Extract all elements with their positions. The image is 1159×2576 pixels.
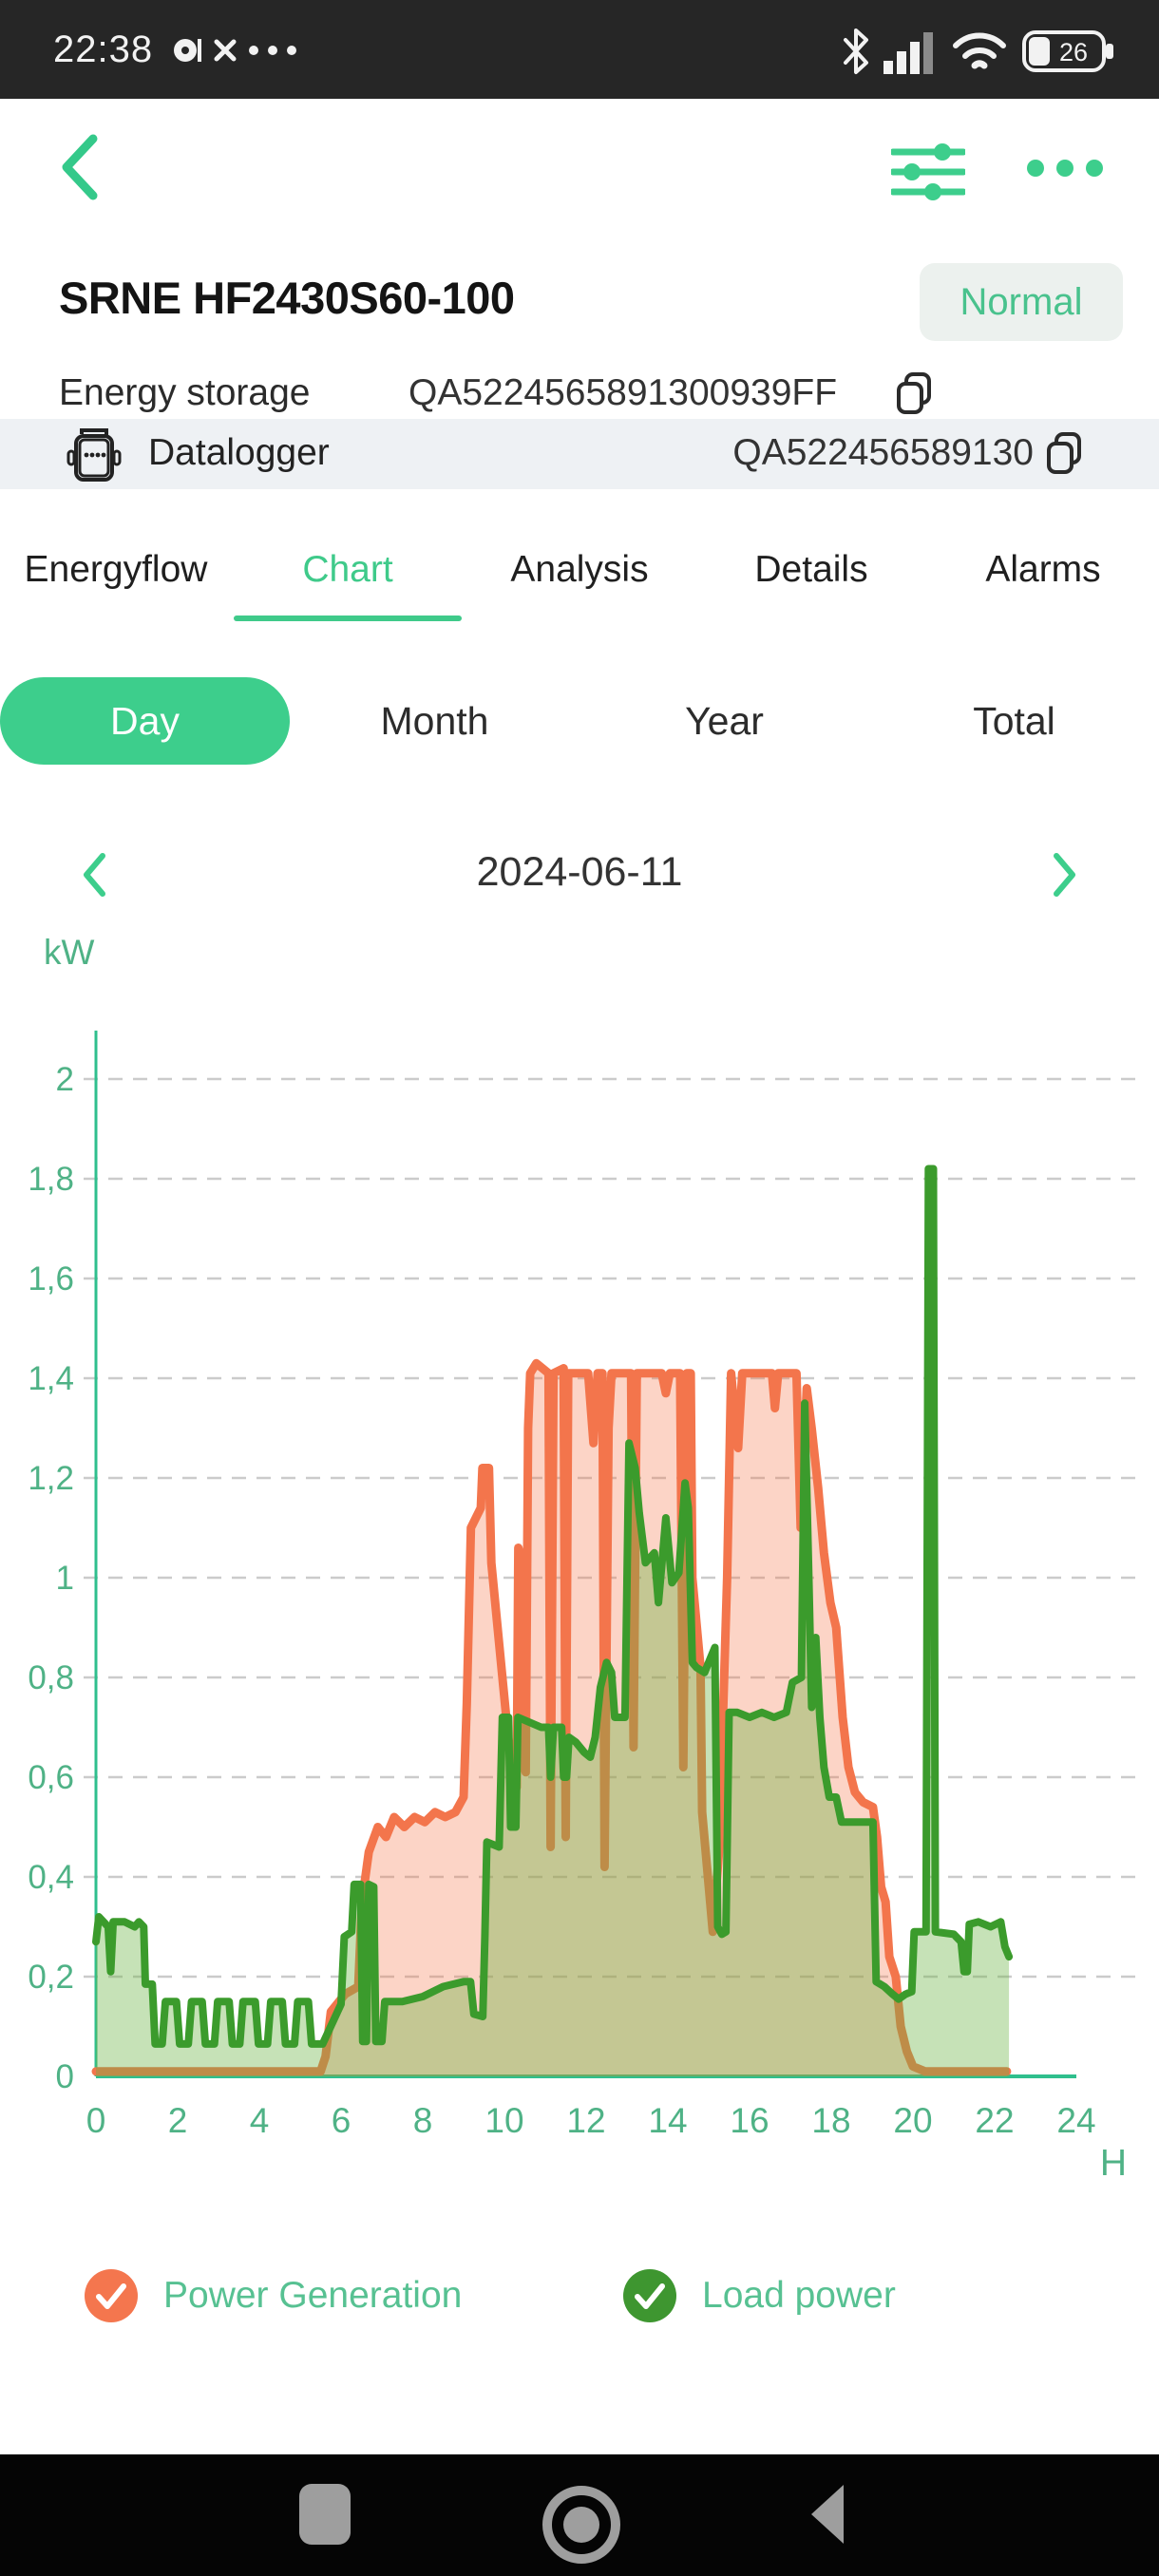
period-tab-day[interactable]: Day — [0, 677, 290, 765]
period-selector: Day Month Year Total — [0, 677, 1159, 765]
y-tick-label: 0,8 — [28, 1659, 74, 1696]
back-nav-button[interactable] — [808, 2483, 847, 2546]
y-tick-label: 1 — [56, 1560, 74, 1597]
y-tick-label: 1,6 — [28, 1260, 74, 1297]
energy-storage-id: QA5224565891300939FF — [408, 372, 838, 413]
previous-day-button[interactable] — [78, 851, 110, 899]
legend-item-load-power[interactable]: Load power — [622, 2268, 896, 2323]
load-power-area — [96, 1168, 1010, 2076]
filter-settings-icon[interactable] — [891, 142, 965, 201]
cellular-signal-icon — [884, 32, 933, 74]
y-tick-label: 1,8 — [28, 1161, 74, 1198]
x-tick-label: 24 — [1056, 2101, 1095, 2140]
more-notifications-icon — [249, 46, 296, 55]
recent-apps-button[interactable] — [298, 2483, 352, 2546]
status-badge: Normal — [920, 263, 1123, 341]
x-tick-label: 22 — [975, 2101, 1014, 2140]
x-tick-label: 16 — [730, 2101, 769, 2140]
legend-check-icon — [623, 2269, 676, 2322]
y-tick-label: 0,2 — [28, 1959, 74, 1996]
x-tick-label: 18 — [811, 2101, 850, 2140]
more-options-button[interactable] — [1024, 154, 1106, 182]
tab-alarms[interactable]: Alarms — [985, 549, 1101, 590]
x-tick-label: 8 — [413, 2101, 433, 2140]
active-tab-underline — [234, 616, 462, 621]
tab-energyflow[interactable]: Energyflow — [24, 549, 208, 590]
battery-icon: 26 — [1022, 30, 1113, 72]
y-tick-label: 0,4 — [28, 1859, 74, 1896]
date-navigator: 2024-06-11 — [0, 838, 1159, 910]
power-generation-line — [91, 1358, 1012, 2076]
x-tick-label: 6 — [332, 2101, 352, 2140]
y-tick-label: 1,2 — [28, 1460, 74, 1497]
legend-item-power-generation[interactable]: Power Generation — [84, 2268, 462, 2323]
svg-text:26: 26 — [1059, 38, 1088, 66]
x-tick-label: 2 — [168, 2101, 188, 2140]
bluetooth-icon — [844, 28, 868, 74]
x-axis-unit-label: H — [1100, 2143, 1127, 2184]
period-tab-year[interactable]: Year — [685, 698, 764, 743]
x-tick-label: 14 — [648, 2101, 687, 2140]
power-chart[interactable]: 00,20,40,60,811,21,41,61,820 2 4 6 8 10 12 14 16… — [0, 1007, 1159, 2194]
x-tick-label: 12 — [566, 2101, 605, 2140]
android-navigation-bar — [0, 2454, 1159, 2576]
tab-details[interactable]: Details — [754, 549, 868, 590]
home-button[interactable] — [540, 2483, 623, 2567]
y-axis-unit-label: kW — [44, 933, 95, 972]
device-title: SRNE HF2430S60-100 — [59, 273, 515, 323]
y-tick-label: 1,4 — [28, 1360, 74, 1397]
x-tick-label: 0 — [86, 2101, 106, 2140]
load-power-line — [92, 1165, 1014, 2048]
legend-label: Power Generation — [163, 2275, 463, 2316]
x-tick-label: 10 — [484, 2101, 523, 2140]
y-tick-label: 2 — [56, 1061, 74, 1098]
energy-storage-row: Energy storage QA5224565891300939FF — [0, 369, 1159, 420]
copy-icon[interactable] — [1043, 430, 1087, 478]
tab-analysis[interactable]: Analysis — [510, 549, 649, 590]
status-bar: 22:38 26 — [0, 0, 1159, 99]
selected-date: 2024-06-11 — [476, 849, 683, 895]
y-tick-label: 0,6 — [28, 1759, 74, 1796]
datalogger-label: Datalogger — [148, 432, 330, 473]
period-tab-total[interactable]: Total — [973, 698, 1055, 743]
tab-bar: Energyflow Chart Analysis Details Alarms — [0, 532, 1159, 627]
energy-storage-label: Energy storage — [59, 372, 311, 413]
copy-icon[interactable] — [893, 370, 937, 418]
notification-x-icon — [214, 39, 237, 62]
datalogger-id: QA522456589130 — [732, 432, 1034, 473]
datalogger-row: Datalogger QA522456589130 — [0, 419, 1159, 489]
clock-time: 22:38 — [53, 28, 154, 70]
x-tick-label: 4 — [250, 2101, 270, 2140]
mute-icon — [174, 39, 201, 62]
x-tick-label: 20 — [893, 2101, 932, 2140]
tab-chart[interactable]: Chart — [302, 549, 393, 590]
datalogger-icon — [66, 428, 122, 482]
legend-label: Load power — [702, 2275, 896, 2316]
period-tab-month[interactable]: Month — [380, 698, 489, 743]
next-day-button[interactable] — [1049, 851, 1081, 899]
y-tick-label: 0 — [56, 2058, 74, 2095]
legend-check-icon — [85, 2269, 138, 2322]
back-button[interactable] — [55, 131, 104, 203]
wifi-icon — [953, 32, 1006, 69]
